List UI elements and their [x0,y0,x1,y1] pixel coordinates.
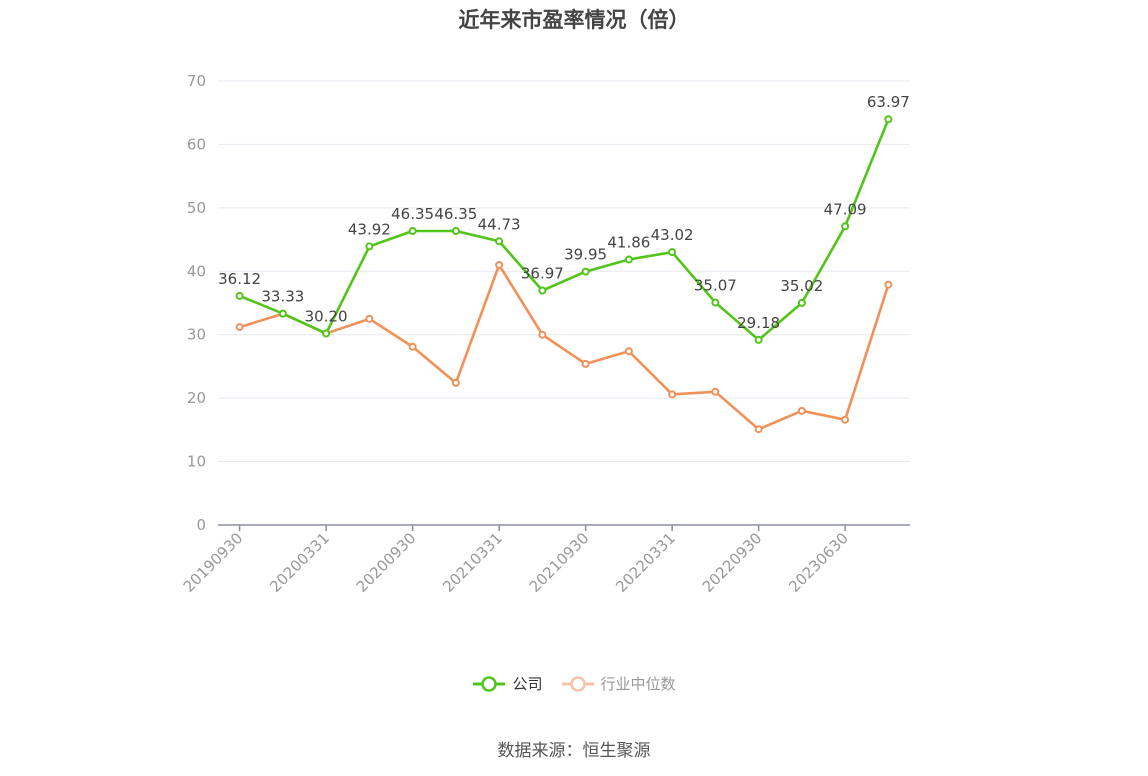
company-data-label: 33.33 [261,288,304,306]
company-point [365,242,374,251]
company-point [884,115,893,124]
company-series-line [239,118,890,342]
company-data-label: 46.35 [434,205,477,223]
company-data-label: 43.92 [348,220,391,238]
company-point [451,227,460,236]
company-data-label: 35.07 [694,277,737,295]
company-data-label: 43.02 [651,226,694,244]
company-data-label: 35.02 [780,277,823,295]
industry-series-line [239,263,890,431]
company-point [711,298,720,307]
company-data-label: 46.35 [391,205,434,223]
data-source: 数据来源：恒生聚源 [497,741,651,761]
y-tick-label: 20 [187,389,206,407]
y-tick-label: 60 [187,135,206,153]
y-tick-label: 40 [187,262,206,280]
x-tick-label: 20200331 [266,529,333,596]
x-tick-label: 20200930 [353,529,420,596]
company-data-label: 63.97 [867,93,910,111]
legend-item-company[interactable]: 公司 [472,673,543,694]
industry-point [711,387,720,396]
company-point [754,335,763,344]
company-data-label: 36.97 [521,265,564,283]
company-point [278,309,287,318]
company-point [538,286,547,295]
legend-label-company: 公司 [512,675,543,693]
y-tick-label: 50 [187,199,206,217]
industry-point [408,342,417,351]
y-tick-label: 0 [196,516,206,534]
company-point [235,291,244,300]
x-tick-label: 20210930 [526,529,593,596]
company-point [322,329,331,338]
industry-point [797,406,806,415]
company-data-label: 47.09 [824,200,867,218]
industry-point [495,260,504,269]
industry-point [235,323,244,332]
legend-marker-industry [561,675,594,692]
company-point [408,227,417,236]
company-point [668,248,677,257]
company-data-label: 39.95 [564,246,607,264]
company-data-label: 41.86 [607,233,650,251]
legend-label-industry: 行业中位数 [600,675,676,693]
x-tick-label: 20220930 [699,529,766,596]
y-tick-label: 30 [187,326,206,344]
industry-point [624,347,633,356]
company-data-label: 29.18 [737,314,780,332]
industry-point [884,280,893,289]
x-tick-label: 20210331 [439,529,506,596]
company-data-label: 44.73 [478,215,521,233]
industry-point [365,314,374,323]
company-point [797,298,806,307]
company-data-label: 36.12 [218,270,261,288]
x-tick-label: 20190930 [180,529,247,596]
company-point [624,255,633,264]
industry-point [451,378,460,387]
industry-point [754,425,763,434]
company-point [581,267,590,276]
industry-point [538,330,547,339]
company-data-label: 30.20 [305,307,348,325]
chart-legend: 公司 行业中位数 [0,673,1148,694]
chart-title: 近年来市盈率情况（倍） [458,8,690,32]
company-point [841,222,850,231]
legend-item-industry[interactable]: 行业中位数 [561,673,676,694]
legend-marker-company [473,675,506,692]
y-tick-label: 70 [187,72,206,90]
industry-point [841,415,850,424]
y-tick-label: 10 [187,453,206,471]
industry-point [581,359,590,368]
x-tick-label: 20230630 [785,529,852,596]
industry-point [668,390,677,399]
x-tick-label: 20220331 [612,529,679,596]
company-point [495,237,504,246]
